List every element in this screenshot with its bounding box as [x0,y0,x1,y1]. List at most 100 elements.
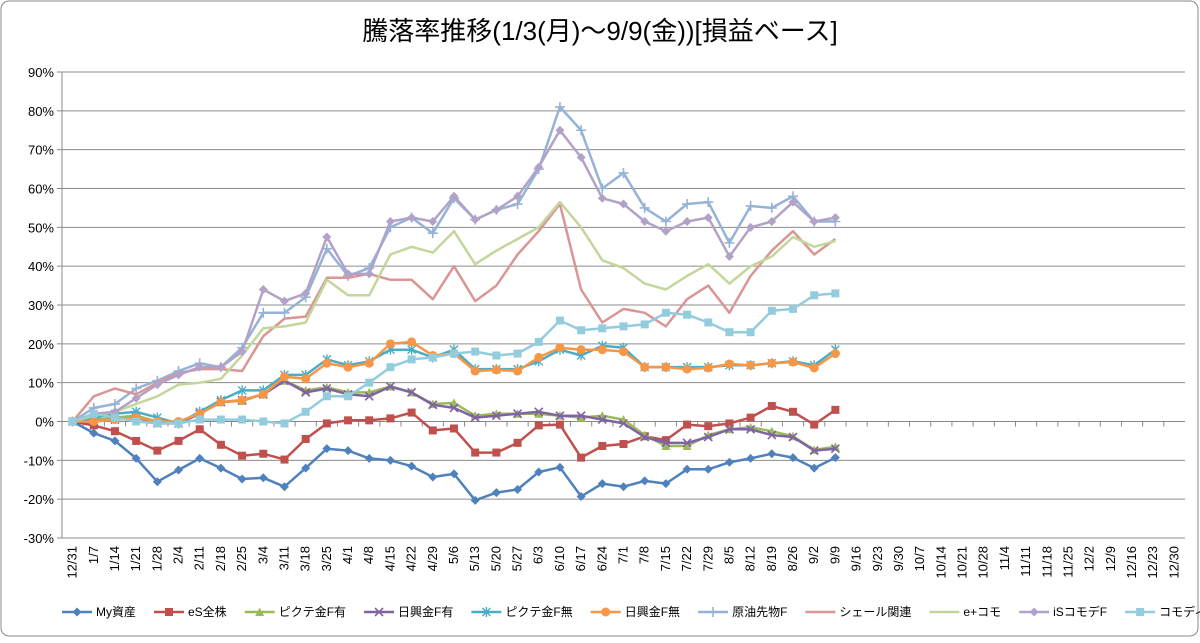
data-point [216,397,226,407]
data-point [344,416,353,425]
data-point [513,349,522,358]
data-point [724,359,734,369]
y-tick-label: 90% [28,65,54,80]
x-tick-label: 6/17 [573,546,588,571]
data-point [279,482,289,492]
data-point [322,232,332,242]
data-point [555,462,565,472]
data-point [660,216,671,227]
data-point [534,407,544,417]
data-point [301,374,311,384]
y-tick-label: 80% [28,104,54,119]
data-point [216,440,225,449]
data-point [216,415,225,424]
data-point [746,424,756,434]
data-point [449,469,459,479]
data-point [471,347,480,356]
data-point [619,322,628,331]
data-point [703,464,713,474]
data-point [555,316,564,325]
data-point [279,372,289,382]
data-point [830,349,840,359]
data-point [301,387,311,397]
data-point [258,307,269,318]
y-tick-label: 50% [28,220,54,235]
legend-marker [374,607,384,617]
data-point [131,453,141,463]
data-point [385,339,395,349]
x-tick-label: 2/11 [192,546,207,570]
data-point [640,320,649,329]
data-point [576,152,586,162]
x-tick-label: 5/27 [510,546,525,571]
data-point [174,370,184,380]
data-point [343,269,353,279]
data-point [152,477,162,487]
data-point [661,362,671,372]
data-point [280,419,289,428]
data-point [428,353,437,362]
data-point [703,213,713,223]
x-tick-label: 1/7 [86,546,101,564]
data-point [259,449,268,458]
data-point [301,434,310,443]
x-tick-label: 5/6 [446,546,461,564]
data-point [534,352,544,362]
data-point [491,411,501,421]
data-point [619,440,628,449]
legend-label: シェール関連 [839,605,911,619]
legend-marker [255,607,265,616]
data-point [766,202,777,213]
data-point [830,453,840,463]
data-point [619,199,628,209]
data-point [344,392,353,401]
data-point [322,358,332,368]
x-tick-label: 11/11 [1018,546,1033,577]
data-point [576,411,586,421]
data-point [767,449,777,459]
data-point [237,474,247,484]
data-point [746,453,756,463]
data-point [407,461,417,471]
x-tick-label: 9/2 [806,546,821,564]
data-point [407,355,416,364]
x-tick-label: 9/30 [891,546,906,571]
data-point [132,417,141,426]
data-point [810,291,819,300]
data-point [470,495,480,505]
data-point [89,417,99,426]
data-point [577,326,586,335]
data-point [661,438,671,448]
data-point [639,202,650,213]
data-point [789,304,798,313]
data-point [492,351,501,360]
data-point [789,407,798,416]
data-point [343,362,353,372]
data-point [258,284,268,294]
data-point [724,237,735,248]
data-point [682,199,693,210]
chart-title: 騰落率推移(1/3(月)～9/9(金))[損益ベース] [362,16,837,46]
data-point [301,463,311,473]
data-point [428,400,438,410]
data-point [491,365,501,375]
data-point [174,465,184,475]
x-tick-label: 7/15 [658,546,673,571]
x-tick-label: 10/21 [955,546,970,579]
x-tick-label: 9/9 [827,546,842,564]
data-point [618,418,629,429]
x-tick-label: 2/4 [171,546,186,564]
data-point [385,381,395,392]
legend-label: My資産 [96,604,136,619]
x-tick-label: 4/8 [361,546,376,564]
data-point [89,428,99,438]
data-point [661,441,671,450]
data-point [407,387,417,397]
data-point [576,413,586,422]
series-line [72,200,836,423]
x-tick-label: 6/24 [594,546,609,571]
data-point [640,362,650,372]
x-tick-label: 10/7 [912,546,927,571]
data-point [195,453,205,463]
data-point [237,347,247,357]
